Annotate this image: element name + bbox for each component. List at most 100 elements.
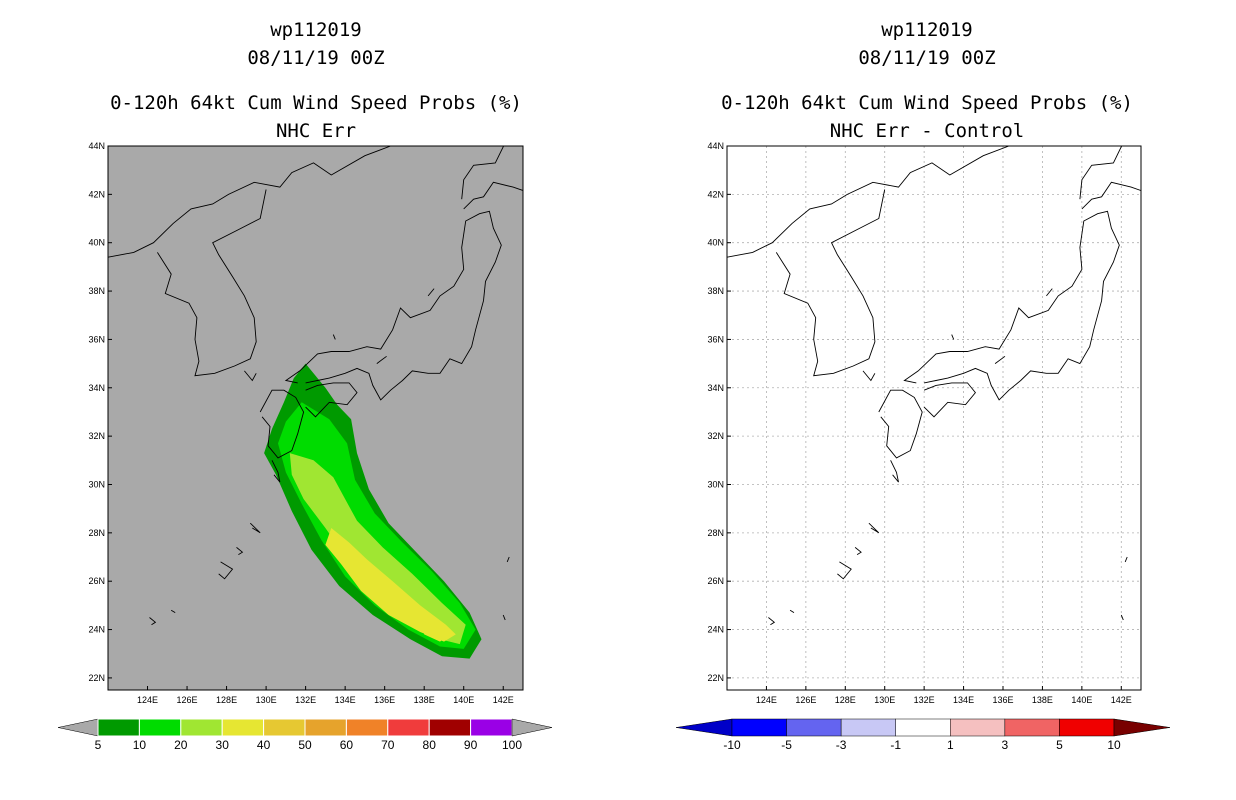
y-tick-label: 42N (88, 189, 105, 199)
coastline-segment (1120, 614, 1124, 621)
colorbar-swatch (786, 718, 842, 737)
y-tick-label: 40N (88, 238, 105, 248)
left-title-id: wp112019 (270, 19, 362, 41)
coastline-segment (890, 460, 899, 483)
coastline-segment (506, 556, 510, 563)
swath-level-10 (278, 402, 476, 649)
colorbar-swatch (97, 718, 140, 737)
coastline-segment (868, 522, 880, 534)
left-map-frame (107, 145, 524, 691)
colorbar-swatch (731, 718, 787, 737)
colorbar-label: -10 (723, 738, 741, 752)
coastline-segment (923, 382, 976, 418)
coastline-segment (149, 617, 157, 626)
swath-level-30 (325, 528, 456, 642)
right-title-product: 0-120h 64kt Cum Wind Speed Probs (%) (721, 92, 1133, 114)
colorbar-left-arrow (57, 718, 99, 737)
x-tick-label: 136E (374, 695, 395, 705)
x-tick-label: 142E (493, 695, 514, 705)
y-tick-label: 32N (88, 431, 105, 441)
right-gridlines (727, 146, 1141, 690)
y-tick-label: 36N (88, 334, 105, 344)
coastline-segment (271, 460, 281, 483)
x-tick-label: 140E (453, 695, 474, 705)
coastline-segment (218, 561, 234, 580)
right-colorbar: -10 -5 -3 -1 1 3 5 10 (675, 718, 1171, 752)
x-tick-label: 132E (914, 695, 935, 705)
x-tick-label: 128E (835, 695, 856, 705)
y-tick-label: 24N (88, 625, 105, 635)
left-coastline (108, 146, 523, 626)
y-tick-label: 34N (707, 383, 724, 393)
x-tick-label: 138E (1032, 695, 1053, 705)
x-tick-label: 128E (216, 695, 237, 705)
colorbar-swatch (345, 718, 389, 737)
y-tick-label: 30N (88, 479, 105, 489)
right-title-time: 08/11/19 00Z (858, 47, 996, 69)
right-title-subtitle: NHC Err - Control (829, 120, 1025, 142)
y-tick-label: 22N (88, 673, 105, 683)
colorbar-label: 50 (298, 738, 312, 752)
colorbar-label: 70 (381, 738, 395, 752)
x-tick-label: 134E (953, 695, 974, 705)
y-tick-label: 42N (707, 189, 724, 199)
x-tick-label: 126E (177, 695, 198, 705)
coastline-segment (789, 609, 795, 613)
colorbar-swatch (428, 718, 472, 737)
y-tick-label: 44N (707, 141, 724, 151)
right-coastline (727, 146, 1141, 626)
colorbar-label: 60 (340, 738, 354, 752)
coastline-segment (903, 210, 1120, 401)
colorbar-label: 80 (423, 738, 437, 752)
coastline-segment (249, 522, 261, 534)
coastline-segment (994, 355, 1006, 364)
y-tick-label: 30N (707, 479, 724, 489)
swath-level-30 (420, 619, 450, 642)
coastline-segment (502, 614, 506, 621)
coastline-segment (170, 609, 176, 613)
y-tick-label: 28N (88, 528, 105, 538)
coastline-segment (284, 210, 502, 401)
swath-level-20 (289, 453, 466, 645)
colorbar-label: 5 (1056, 738, 1063, 752)
left-map-panel: 124E 126E 128E 130E 132E 134E 136E 138E 140E 142E… (88, 141, 524, 705)
y-tick-label: 32N (707, 431, 724, 441)
colorbar-label: 30 (216, 738, 230, 752)
coastline-segment (727, 146, 1011, 258)
coastline-segment (854, 547, 862, 555)
x-tick-label: 130E (874, 695, 895, 705)
colorbar-label: 100 (502, 738, 522, 752)
coastline-segment (157, 189, 267, 377)
x-tick-label: 138E (414, 695, 435, 705)
y-tick-label: 36N (707, 334, 724, 344)
right-title-id: wp112019 (881, 19, 973, 41)
colorbar-label: 10 (1107, 738, 1121, 752)
colorbar-right-arrow (511, 718, 553, 737)
coastline-segment (1046, 288, 1053, 297)
x-tick-label: 136E (992, 695, 1013, 705)
colorbar-label: 1 (947, 738, 954, 752)
colorbar-label: -3 (836, 738, 847, 752)
coastline-segment (1124, 556, 1128, 563)
left-title-product: 0-120h 64kt Cum Wind Speed Probs (%) (110, 92, 522, 114)
colorbar-swatch (1004, 718, 1060, 737)
y-tick-label: 40N (707, 238, 724, 248)
colorbar-label: 10 (133, 738, 147, 752)
right-map-background (727, 146, 1141, 690)
y-tick-label: 26N (88, 576, 105, 586)
colorbar-swatch (221, 718, 265, 737)
x-tick-label: 140E (1071, 695, 1092, 705)
colorbar-label: 20 (174, 738, 188, 752)
y-tick-label: 22N (707, 673, 724, 683)
colorbar-swatch (470, 718, 513, 737)
left-colorbar: 5 10 20 30 40 50 60 70 80 90 100 (57, 718, 553, 752)
y-tick-label: 38N (707, 286, 724, 296)
x-tick-label: 124E (756, 695, 777, 705)
colorbar-swatch (263, 718, 306, 737)
colorbar-left-arrow (675, 718, 733, 737)
y-tick-label: 44N (88, 141, 105, 151)
y-tick-label: 26N (707, 576, 724, 586)
coastline-segment (775, 189, 886, 377)
coastline-segment (108, 146, 392, 258)
